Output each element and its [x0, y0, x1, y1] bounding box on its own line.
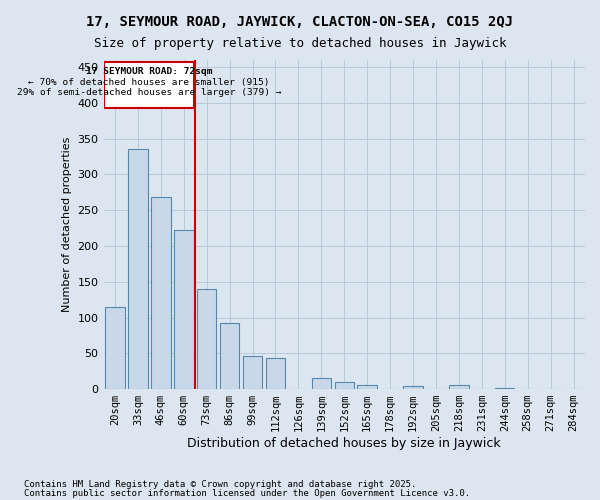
Bar: [266, 358, 285, 389]
Bar: [449, 385, 469, 389]
Text: 17 SEYMOUR ROAD: 72sqm: 17 SEYMOUR ROAD: 72sqm: [86, 67, 212, 76]
Bar: [174, 230, 194, 389]
Bar: [104, 62, 194, 108]
Text: Size of property relative to detached houses in Jaywick: Size of property relative to detached ho…: [94, 38, 506, 51]
Bar: [311, 378, 331, 389]
Text: 29% of semi-detached houses are larger (379) →: 29% of semi-detached houses are larger (…: [17, 88, 281, 97]
Bar: [495, 388, 514, 389]
Text: Contains HM Land Registry data © Crown copyright and database right 2025.: Contains HM Land Registry data © Crown c…: [24, 480, 416, 489]
Y-axis label: Number of detached properties: Number of detached properties: [62, 137, 72, 312]
Bar: [151, 198, 170, 389]
Bar: [403, 386, 423, 389]
Bar: [105, 307, 125, 389]
Bar: [335, 382, 354, 389]
Text: ← 70% of detached houses are smaller (915): ← 70% of detached houses are smaller (91…: [28, 78, 269, 87]
Text: 17, SEYMOUR ROAD, JAYWICK, CLACTON-ON-SEA, CO15 2QJ: 17, SEYMOUR ROAD, JAYWICK, CLACTON-ON-SE…: [86, 15, 514, 29]
Bar: [358, 385, 377, 389]
Bar: [128, 150, 148, 389]
Bar: [197, 289, 217, 389]
X-axis label: Distribution of detached houses by size in Jaywick: Distribution of detached houses by size …: [187, 437, 501, 450]
Bar: [220, 322, 239, 389]
Bar: [243, 356, 262, 389]
Text: Contains public sector information licensed under the Open Government Licence v3: Contains public sector information licen…: [24, 490, 470, 498]
